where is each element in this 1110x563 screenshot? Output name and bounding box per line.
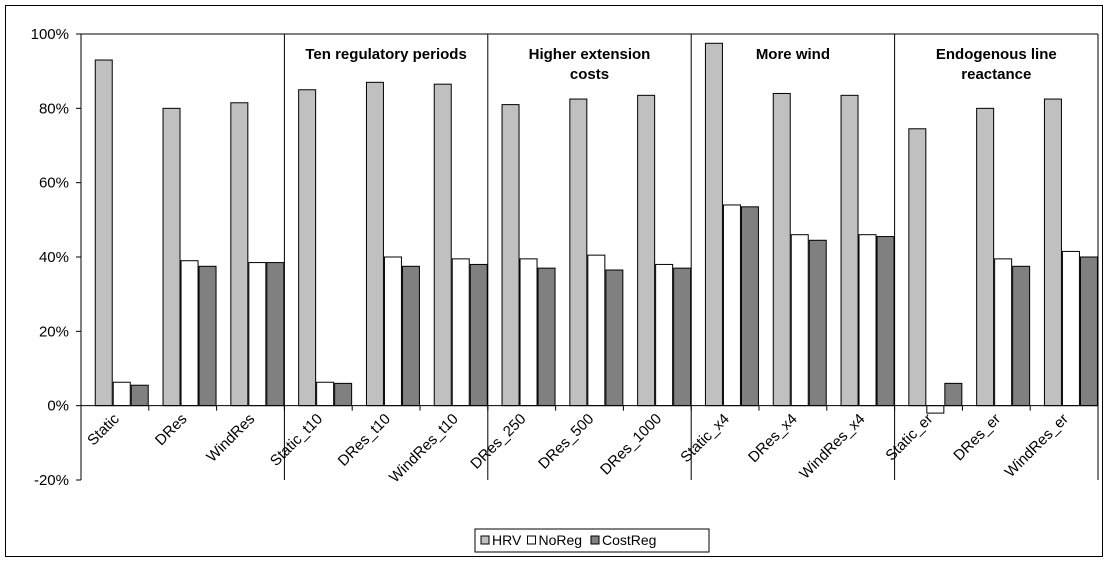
x-tick-label: Static_t10 — [267, 410, 326, 469]
x-tick-label: Static_er — [882, 410, 936, 464]
x-tick-label: DRes_500 — [535, 410, 597, 472]
bar-hrv — [908, 128, 927, 407]
bar-noreg — [858, 234, 877, 407]
bar-costreg — [130, 384, 149, 407]
bar-costreg — [266, 262, 285, 407]
bar-hrv — [840, 94, 859, 407]
bar-hrv — [162, 107, 181, 407]
y-tick-label: 80% — [39, 100, 69, 117]
bar-hrv — [298, 89, 317, 407]
bar-costreg — [537, 267, 556, 407]
legend-label-noreg: NoReg — [539, 532, 583, 548]
bar-noreg — [994, 258, 1013, 407]
y-tick-label: 100% — [31, 26, 69, 43]
group-label: Ten regulatory periods — [305, 46, 466, 63]
bar-hrv — [365, 81, 384, 407]
bar-costreg — [876, 236, 895, 407]
bar-costreg — [944, 382, 963, 407]
x-tick-label: WindRes_t10 — [386, 410, 462, 486]
y-tick-label: 60% — [39, 175, 69, 192]
x-tick-label: DRes_250 — [467, 410, 529, 472]
x-tick-label: WindRes_er — [1002, 410, 1072, 480]
bar-noreg — [722, 204, 741, 407]
bar-noreg — [180, 260, 199, 407]
bar-costreg — [673, 267, 692, 407]
bar-hrv — [637, 94, 656, 407]
y-tick-label: 40% — [39, 249, 69, 266]
bar-hrv — [501, 104, 520, 407]
bar-noreg — [248, 262, 267, 407]
x-tick-label: DRes_t10 — [335, 410, 394, 469]
bar-costreg — [469, 263, 488, 407]
x-tick-label: Static — [84, 410, 123, 449]
bar-costreg — [401, 265, 420, 407]
y-tick-label: 20% — [39, 323, 69, 340]
y-tick-label: -20% — [34, 472, 69, 489]
bar-costreg — [1079, 256, 1098, 407]
x-tick-label: WindRes_x4 — [796, 410, 868, 482]
legend-swatch-costreg — [590, 535, 600, 545]
x-tick-label: Static_x4 — [677, 410, 733, 466]
bar-noreg — [383, 256, 402, 407]
bar-costreg — [1012, 265, 1031, 407]
group-label: reactance — [961, 66, 1031, 83]
legend-label-hrv: HRV — [492, 532, 522, 548]
bar-hrv — [772, 92, 791, 407]
bar-noreg — [587, 254, 606, 407]
bar-hrv — [94, 59, 113, 407]
y-tick-label: 0% — [47, 398, 69, 415]
bar-costreg — [740, 206, 759, 407]
x-tick-label: DRes_1000 — [597, 410, 665, 478]
bar-noreg — [451, 258, 470, 407]
bar-noreg — [519, 258, 538, 407]
bar-noreg — [790, 234, 809, 407]
x-tick-label: DRes — [152, 410, 191, 449]
x-tick-label: DRes_x4 — [745, 410, 801, 466]
bar-costreg — [198, 265, 217, 407]
legend-swatch-noreg — [527, 535, 536, 545]
group-label: Endogenous line — [936, 46, 1057, 63]
bar-costreg — [808, 239, 827, 407]
bar-costreg — [605, 269, 624, 407]
bar-hrv — [1043, 98, 1062, 407]
bar-noreg — [1061, 250, 1080, 407]
bar-noreg — [112, 381, 131, 407]
legend-swatch-hrv — [480, 535, 490, 545]
bar-hrv — [230, 102, 249, 407]
bar-hrv — [976, 107, 995, 407]
bar-noreg — [655, 263, 674, 407]
bar-hrv — [569, 98, 588, 407]
x-tick-label: DRes_er — [950, 410, 1004, 464]
legend-label-costreg: CostReg — [602, 532, 656, 548]
group-label: More wind — [756, 46, 830, 63]
bar-hrv — [433, 83, 452, 407]
bar-noreg — [316, 381, 335, 407]
group-label: costs — [570, 66, 609, 83]
group-label: Higher extension — [529, 46, 651, 63]
bar-costreg — [334, 382, 353, 407]
bar-noreg — [926, 405, 945, 414]
bar-hrv — [704, 42, 723, 407]
x-tick-label: WindRes — [203, 410, 258, 465]
